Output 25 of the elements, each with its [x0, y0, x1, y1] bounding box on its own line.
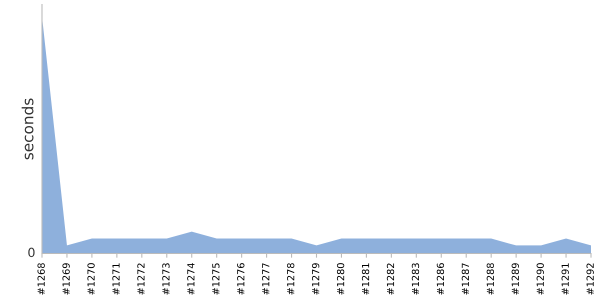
x-tick-label: #1288 [486, 263, 494, 295]
x-tick-label: #1271 [112, 263, 120, 295]
x-tick-label: #1282 [386, 264, 394, 295]
x-tick-label: #1290 [536, 263, 544, 295]
x-tick-label: #1272 [137, 264, 144, 295]
x-tick-label: #1289 [512, 263, 519, 295]
x-tick-label: #1278 [287, 263, 294, 295]
x-tick-label: #1280 [336, 263, 344, 295]
x-tick-label: #1283 [412, 263, 420, 295]
x-tick-label: #1291 [562, 263, 569, 295]
x-tick-label: #1275 [212, 263, 220, 295]
x-tick-label: #1281 [362, 263, 370, 295]
x-tick-label: #1286 [436, 263, 444, 295]
y-axis-title: seconds [22, 98, 34, 160]
x-tick-label: #1277 [262, 263, 270, 295]
x-tick-label: #1276 [237, 263, 244, 295]
x-tick-label: #1273 [162, 263, 170, 295]
text: 0 [28, 248, 35, 258]
x-tick-label: #1274 [187, 263, 194, 295]
x-tick-label: #1292 [586, 264, 594, 295]
x-tick-label: #1279 [312, 263, 320, 295]
x-tick-label: #1287 [462, 263, 470, 295]
x-tick-label: #1268 [37, 263, 45, 295]
x-tick-label: #1269 [62, 263, 70, 295]
x-tick-label: #1270 [87, 263, 95, 295]
